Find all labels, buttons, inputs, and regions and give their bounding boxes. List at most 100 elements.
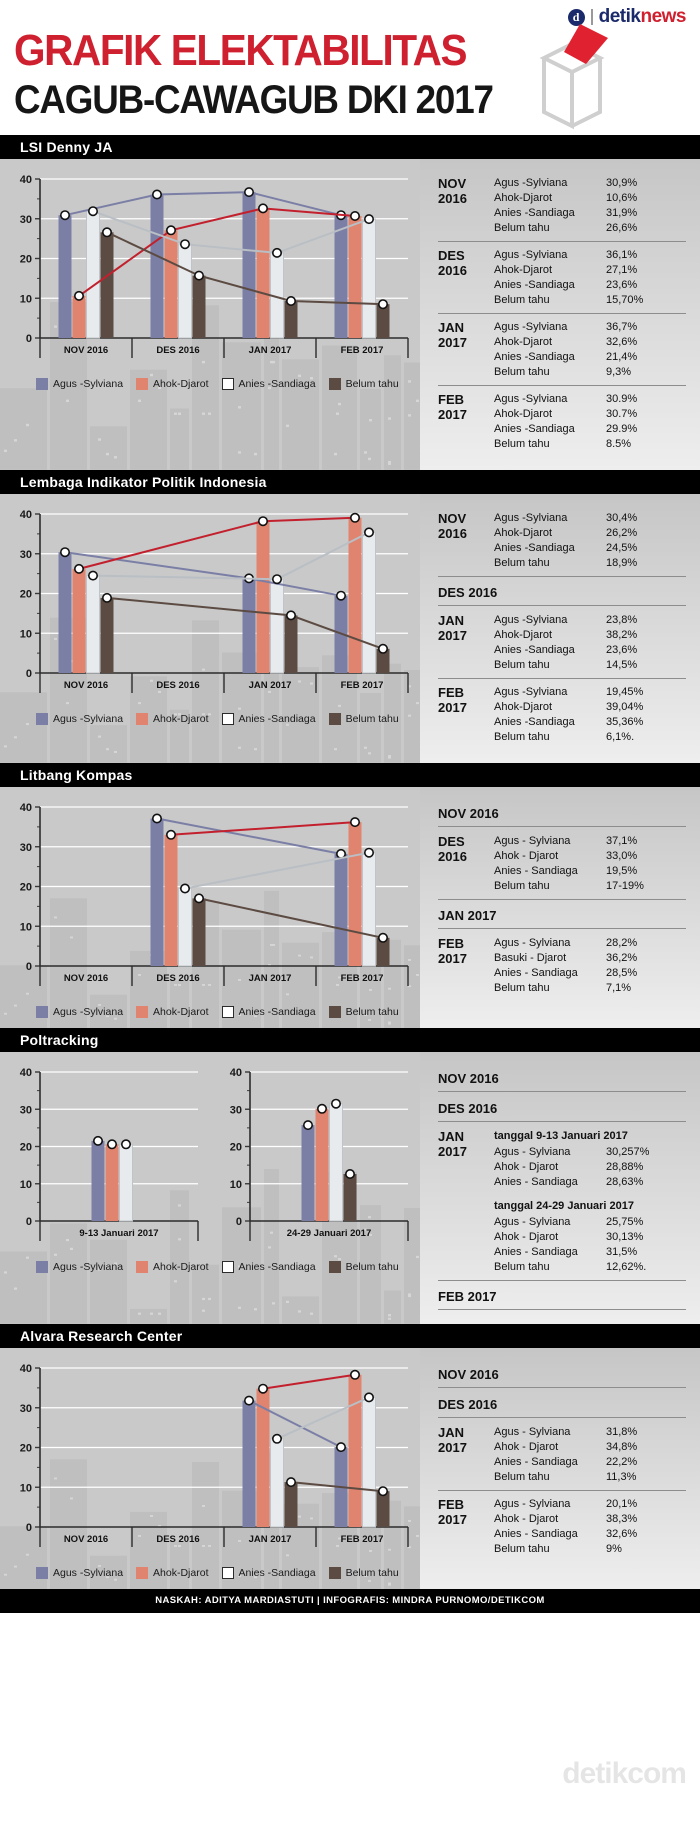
panel-candidate-name: Belum tahu [494, 880, 550, 892]
panel-month-header: DES 2016 [438, 1096, 686, 1122]
panel-data-line: Belum tahu 6,1%. [494, 730, 686, 745]
panel-month-label: JAN 2017 [438, 613, 467, 643]
legend-anies: Anies -Sandiaga [221, 378, 316, 390]
legend-swatch [36, 713, 48, 725]
chart-wrapper: 0 10 20 30 40 NOV 2016 DES 2016 JAN 2017 FEB 201… [0, 1348, 420, 1589]
sections-container: LSI Denny JA 0 10 20 30 40 NOV 2016 DES 2016 JAN… [0, 135, 700, 1589]
section-kompas: Litbang Kompas 0 10 20 30 40 NOV 2016 DES 2016 J… [0, 763, 700, 1028]
svg-text:20: 20 [20, 589, 32, 601]
panel-candidate-name: Agus - Sylviana [494, 835, 571, 847]
brand-name-second: news [640, 6, 686, 27]
panel-month-label: DES 2016 [438, 248, 467, 278]
legend-label: Belum tahu [345, 713, 399, 725]
panel-candidate-value: 21,4% [606, 351, 638, 363]
panel-row: NOV 2016 Agus -Sylviana 30,4% Ahok-Djarot 26,… [438, 508, 686, 577]
section-alvara: Alvara Research Center 0 10 20 30 40 NOV 2016 D… [0, 1324, 700, 1589]
svg-text:JAN 2017: JAN 2017 [249, 345, 292, 356]
svg-text:0: 0 [26, 333, 32, 345]
panel-candidate-name: Belum tahu [494, 1261, 550, 1273]
panel-data-line: Belum tahu 9,3% [494, 365, 686, 380]
panel-data-line: Agus - Sylviana 28,2% [494, 936, 686, 951]
svg-text:10: 10 [20, 293, 32, 305]
svg-text:DES 2016: DES 2016 [156, 973, 199, 984]
panel-values: Agus -Sylviana 23,8% Ahok-Djarot 38,2% Anies… [494, 613, 686, 673]
panel-candidate-name: Anies -Sandiaga [494, 716, 575, 728]
svg-text:10: 10 [230, 1179, 242, 1191]
section-title-kompas: Litbang Kompas [0, 763, 700, 787]
panel-candidate-value: 19,45% [606, 686, 644, 698]
panel-candidate-value: 28,88% [606, 1161, 644, 1173]
panel-data-line: Belum tahu 14,5% [494, 658, 686, 673]
panel-row: JAN 2017 tanggal 9-13 Januari 2017 Agus - S… [438, 1126, 686, 1281]
legend-label: Agus -Sylviana [53, 1567, 124, 1579]
chart-svg: 0 10 20 30 40 NOV 2016 DES 2016 JAN 2017 FEB 201… [20, 802, 409, 986]
chart-legend: Agus -Sylviana Ahok-Djarot Anies -Sandiaga… [0, 372, 420, 400]
panel-candidate-name: Agus -Sylviana [494, 614, 568, 626]
panel-data-line: Ahok-Djarot 27,1% [494, 263, 686, 278]
section-body: 0 10 20 30 40 NOV 2016 DES 2016 JAN 2017 FEB 201… [0, 494, 700, 763]
panel-data-line: Agus - Sylviana 25,75% [494, 1215, 686, 1230]
panel-candidate-name: Ahok - Djarot [494, 1513, 559, 1525]
panel-data-line: Ahok - Djarot 33,0% [494, 849, 686, 864]
legend-ahok: Ahok-Djarot [136, 1261, 209, 1273]
panel-candidate-value: 23,6% [606, 644, 638, 656]
panel-candidate-value: 36,1% [606, 249, 638, 261]
section-title-lsi: LSI Denny JA [0, 135, 700, 159]
panel-candidate-value: 28,5% [606, 967, 638, 979]
legend-ahok: Ahok-Djarot [136, 713, 209, 725]
legend-label: Agus -Sylviana [53, 1006, 124, 1018]
watermark: detikcom [562, 1757, 687, 1790]
svg-text:NOV 2016: NOV 2016 [64, 1534, 108, 1545]
svg-text:10: 10 [20, 921, 32, 933]
panel-month-header: NOV 2016 [438, 1362, 686, 1388]
legend-swatch [136, 713, 149, 725]
detik-logo-icon: d [567, 8, 585, 26]
legend-ahok: Ahok-Djarot [136, 378, 209, 390]
legend-anies: Anies -Sandiaga [221, 1261, 316, 1273]
panel-candidate-name: Belum tahu [494, 1471, 550, 1483]
panel-data-line: Anies -Sandiaga 23,6% [494, 643, 686, 658]
panel-row: FEB 2017 Agus -Sylviana 19,45% Ahok-Djarot 39… [438, 682, 686, 750]
panel-row: FEB 2017 Agus - Sylviana 20,1% Ahok - Djarot… [438, 1494, 686, 1562]
svg-text:30: 30 [230, 1104, 242, 1116]
panel-candidate-name: Anies - Sandiaga [494, 967, 578, 979]
legend-anies: Anies -Sandiaga [221, 713, 316, 725]
panel-candidate-value: 22,2% [606, 1456, 638, 1468]
panel-candidate-value: 31,8% [606, 1426, 638, 1438]
chart-svg: 0 10 20 30 40 24-29 Januari 2017 [230, 1067, 409, 1241]
section-title-indikator: Lembaga Indikator Politik Indonesia [0, 470, 700, 494]
data-panel-alvara: NOV 2016 DES 2016 JAN 2017 Agus - Sylviana 31… [420, 1348, 700, 1589]
panel-candidate-value: 19,5% [606, 865, 638, 877]
panel-candidate-value: 30,13% [606, 1231, 644, 1243]
panel-month-header: JAN 2017 [438, 903, 686, 929]
panel-candidate-value: 20,1% [606, 1498, 638, 1510]
panel-data-line: Ahok-Djarot 32,6% [494, 335, 686, 350]
panel-data-line: Anies - Sandiaga 32,6% [494, 1527, 686, 1542]
panel-data-line: Anies -Sandiaga 21,4% [494, 350, 686, 365]
svg-text:NOV 2016: NOV 2016 [64, 345, 108, 356]
panel-month-header: NOV 2016 [438, 1066, 686, 1092]
chart-column: 0 10 20 30 40 NOV 2016 DES 2016 JAN 2017 FEB 201… [0, 1348, 420, 1589]
panel-candidate-name: Ahok-Djarot [494, 629, 553, 641]
legend-anies: Anies -Sandiaga [221, 1567, 316, 1579]
svg-text:10: 10 [20, 1482, 32, 1494]
svg-text:10: 10 [20, 628, 32, 640]
svg-text:20: 20 [20, 882, 32, 894]
panel-values: Agus -Sylviana 30.9% Ahok-Djarot 30.7% Anies… [494, 392, 686, 452]
svg-text:0: 0 [236, 1216, 242, 1228]
panel-candidate-name: Agus - Sylviana [494, 1216, 571, 1228]
legend-swatch [221, 1567, 234, 1579]
page-header: d detiknews GRAFIK ELEKTABILITAS CAGUB-C… [0, 0, 700, 135]
panel-candidate-value: 35,36% [606, 716, 644, 728]
panel-candidate-value: 36,2% [606, 952, 638, 964]
panel-candidate-name: Agus -Sylviana [494, 393, 568, 405]
chart-wrapper: 0 10 20 30 40 9-13 Januari 2017 0 10 20 30 40 24-29… [0, 1052, 420, 1283]
panel-month-header: DES 2016 [438, 1392, 686, 1418]
legend-swatch [136, 1567, 149, 1579]
section-title-poltracking: Poltracking [0, 1028, 700, 1052]
legend-ahok: Ahok-Djarot [136, 1006, 209, 1018]
panel-data-line: Agus - Sylviana 37,1% [494, 834, 686, 849]
panel-month-label: DES 2016 [438, 834, 467, 864]
panel-values: Agus -Sylviana 36,7% Ahok-Djarot 32,6% Anies… [494, 320, 686, 380]
section-indikator: Lembaga Indikator Politik Indonesia 0 10 20… [0, 470, 700, 763]
